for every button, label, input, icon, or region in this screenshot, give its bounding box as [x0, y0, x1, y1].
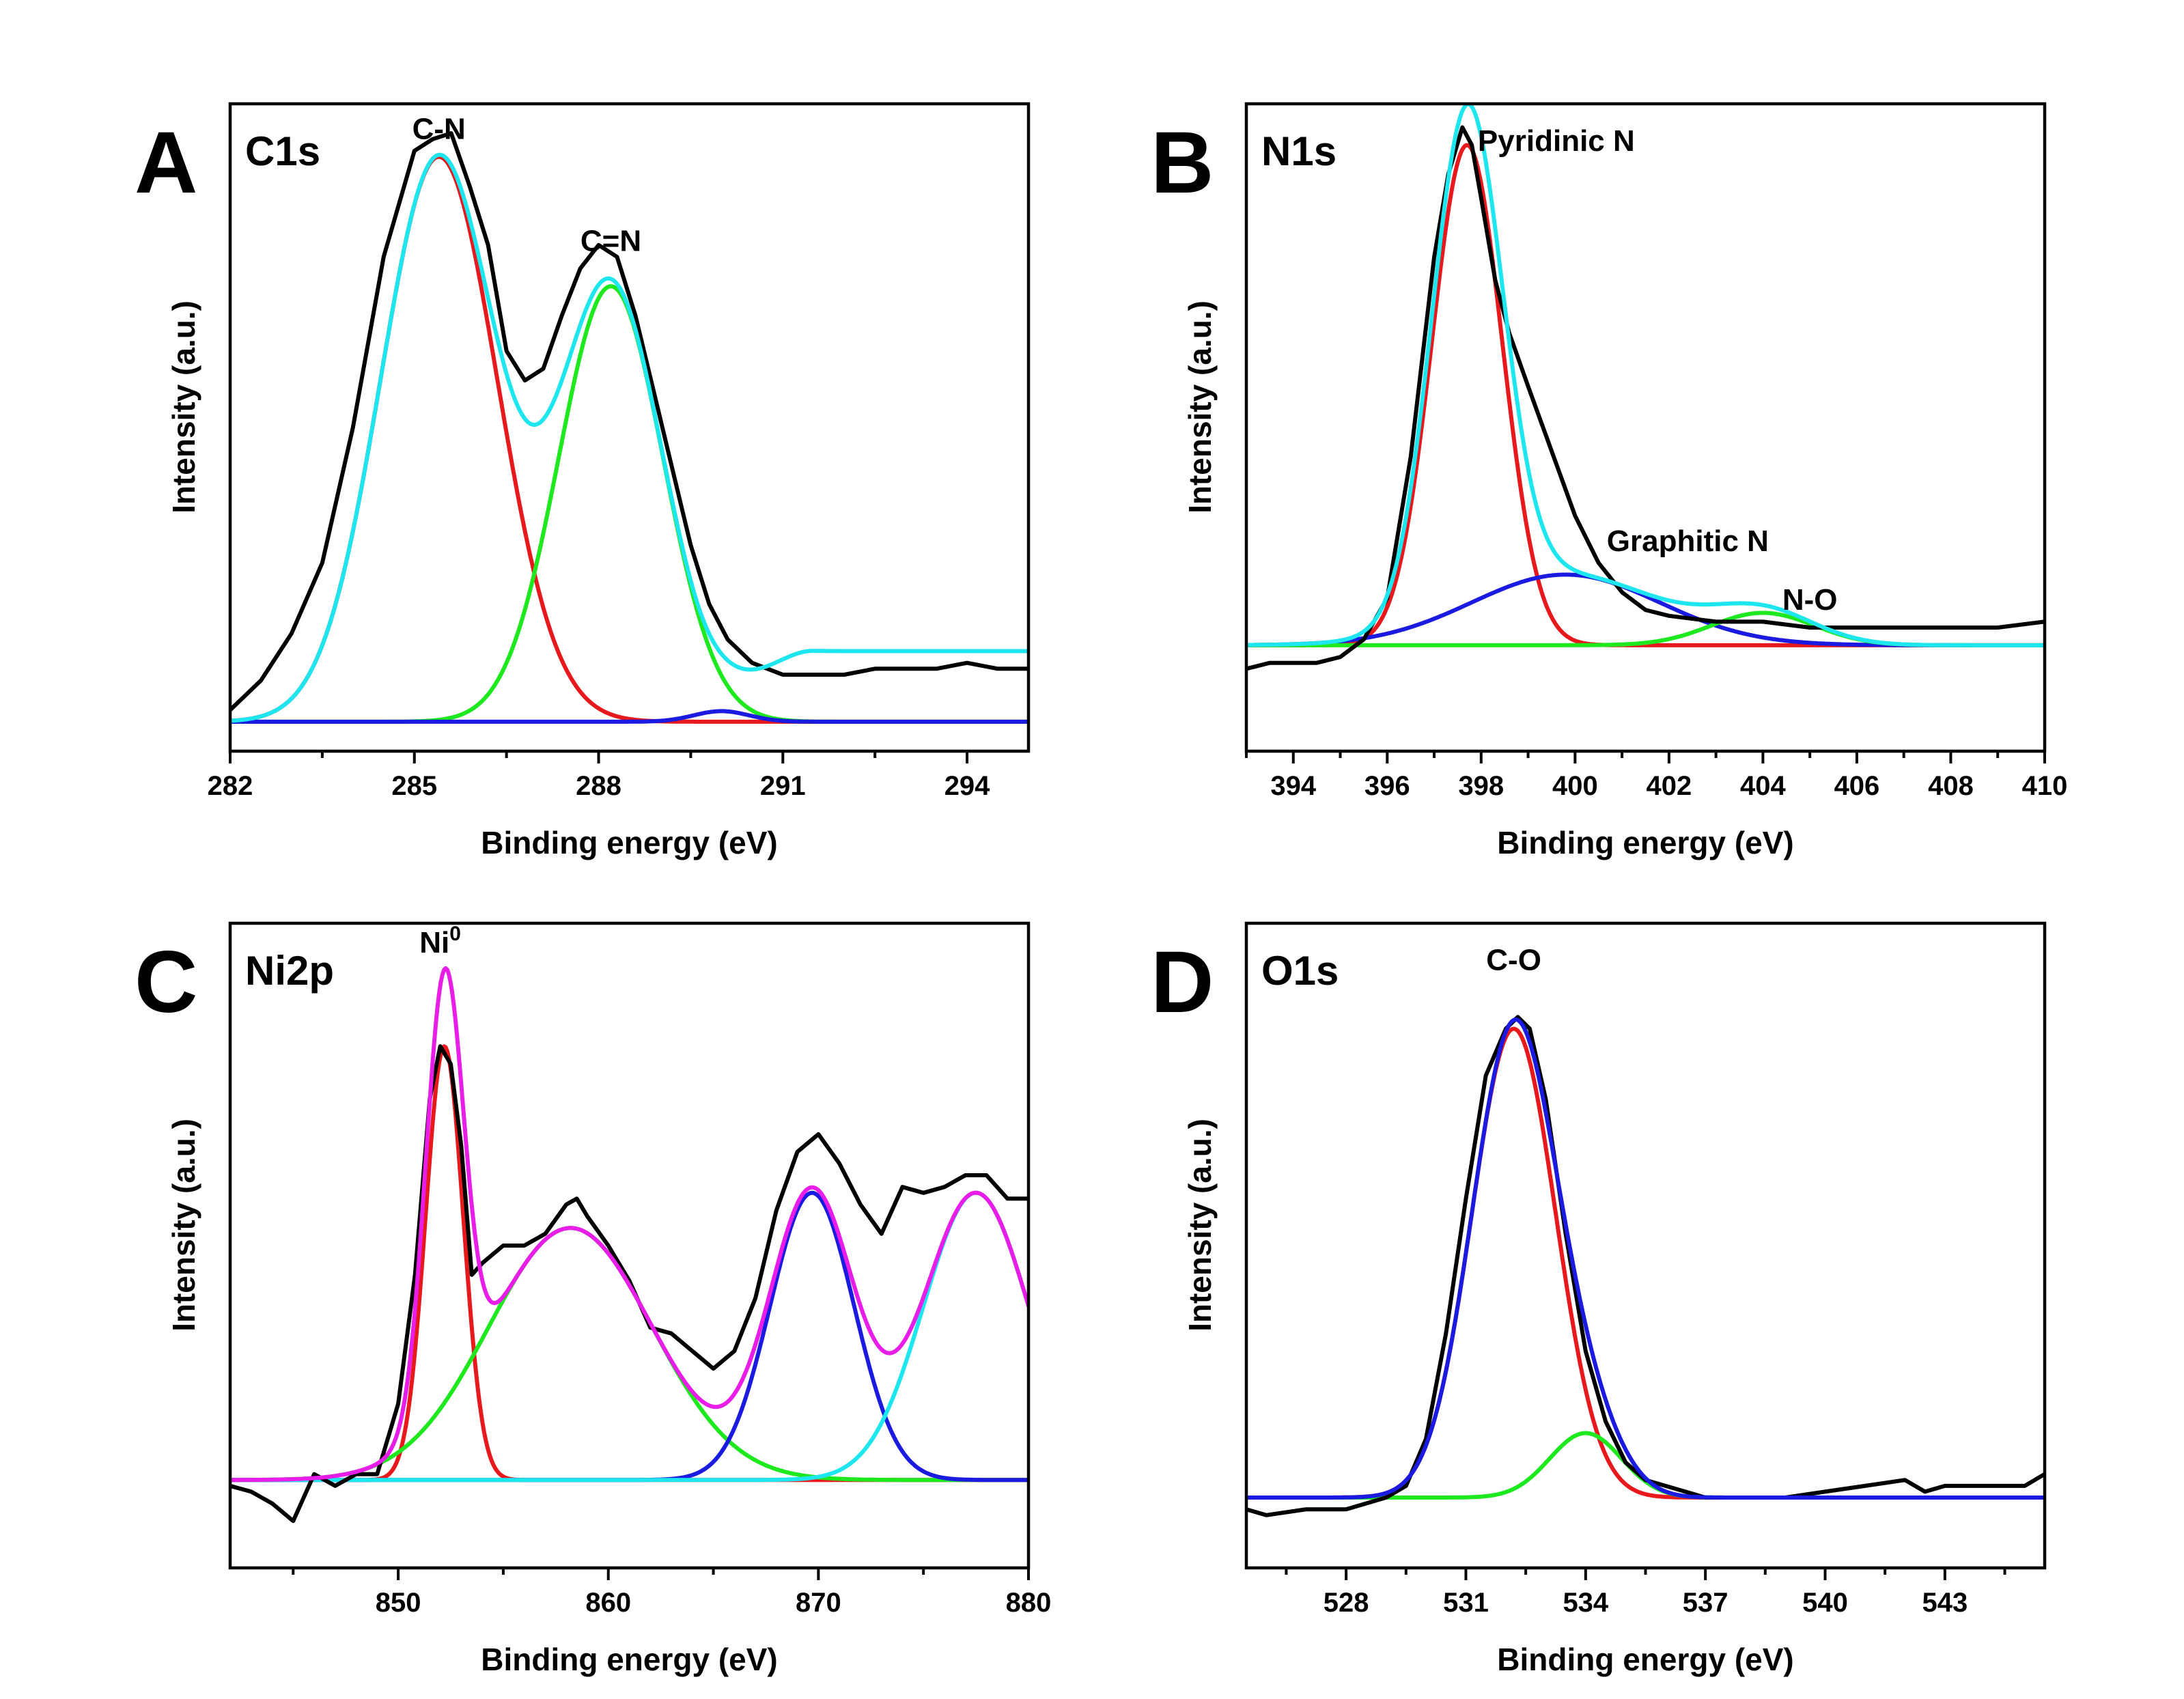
peak-annotation: C-O	[1486, 944, 1541, 977]
panel-d: 528 531 534 537 540 543 Binding energy (eV) Int…	[1151, 921, 2047, 1677]
panel-letter: C	[135, 933, 197, 1031]
x-tick-label: 880	[1006, 1588, 1052, 1618]
x-tick-label: 408	[1928, 771, 1974, 801]
x-tick-label: 540	[1802, 1588, 1848, 1618]
fit-envelope-curve	[230, 966, 1028, 1483]
panel-title: Ni2p	[245, 948, 334, 994]
x-tick-label: 294	[944, 771, 990, 801]
y-axis-label: Intensity (a.u.)	[1182, 300, 1218, 514]
x-tick-label: 402	[1647, 771, 1692, 801]
x-tick-label: 398	[1458, 771, 1504, 801]
plot-frame	[1244, 921, 2047, 1570]
raw-data-curve	[1246, 1015, 2045, 1517]
x-tick-label: 860	[585, 1588, 631, 1618]
component-curve	[1246, 1026, 2045, 1500]
component-curve	[230, 1044, 1028, 1483]
x-tick-label: 394	[1270, 771, 1316, 801]
x-tick-label: 531	[1443, 1588, 1489, 1618]
peak-annotation: N-O	[1782, 583, 1838, 617]
peak-annotation: C=N	[580, 224, 641, 257]
x-tick-label: 285	[391, 771, 437, 801]
y-axis-label: Intensity (a.u.)	[1182, 1119, 1218, 1332]
x-tick-label: 400	[1552, 771, 1598, 801]
peak-annotation: Graphitic N	[1607, 524, 1769, 558]
panel-letter: A	[135, 114, 197, 212]
x-axis-label: Binding energy (eV)	[1497, 825, 1793, 860]
component-curve	[230, 709, 1028, 724]
x-tick-label: 870	[796, 1588, 841, 1618]
peak-annotation: Ni0	[419, 923, 461, 959]
fit-envelope-curve	[1246, 104, 2045, 647]
curves	[1246, 104, 2045, 671]
x-tick-label: 288	[576, 771, 621, 801]
panel-letter: D	[1151, 933, 1214, 1031]
x-tick-label: 534	[1563, 1588, 1608, 1618]
y-axis-label: Intensity (a.u.)	[166, 1119, 201, 1332]
x-tick-label: 406	[1834, 771, 1880, 801]
component-curve	[230, 1190, 1028, 1483]
curves	[1246, 1015, 2045, 1517]
raw-data-curve	[1246, 125, 2045, 671]
x-axis-label: Binding energy (eV)	[481, 1642, 777, 1677]
y-axis-label: Intensity (a.u.)	[166, 300, 201, 514]
plot-frame	[228, 102, 1031, 753]
raw-data-curve	[230, 1044, 1028, 1524]
fit-envelope-curve	[1246, 1017, 2045, 1500]
x-tick-label: 291	[760, 771, 806, 801]
annotation-superscript: 0	[449, 923, 461, 945]
panel-b: 394 396 398 400 402 404 406 408 410 Binding energ…	[1151, 102, 2068, 860]
plot-frame	[228, 921, 1031, 1570]
x-axis-label: Binding energy (eV)	[1497, 1642, 1793, 1677]
x-tick-label: 282	[208, 771, 253, 801]
plot-frame	[1244, 102, 2047, 753]
component-curve	[1246, 143, 2045, 647]
x-tick-label: 528	[1324, 1588, 1369, 1618]
x-tick-label: 410	[2022, 771, 2068, 801]
panel-a: 282 285 288 291 294 Binding energy (eV) Intens…	[135, 102, 1031, 860]
x-axis-label: Binding energy (eV)	[481, 825, 777, 860]
fit-envelope-curve	[230, 152, 1028, 723]
panel-title: N1s	[1261, 128, 1336, 174]
x-tick-label: 537	[1683, 1588, 1728, 1618]
curves	[230, 131, 1028, 724]
raw-data-curve	[230, 131, 1028, 712]
panel-title: O1s	[1261, 948, 1339, 994]
panel-title: C1s	[245, 128, 320, 174]
component-curve	[1246, 1431, 2045, 1500]
panel-letter: B	[1151, 114, 1214, 212]
panel-c: 850 860 870 880 Binding energy (eV) Intensity…	[135, 921, 1052, 1677]
component-curve	[230, 284, 1028, 724]
x-tick-label: 543	[1922, 1588, 1968, 1618]
peak-annotation: Pyridinic N	[1478, 124, 1635, 158]
curves	[230, 966, 1028, 1524]
x-tick-label: 404	[1740, 771, 1786, 801]
x-tick-label: 850	[376, 1588, 421, 1618]
x-tick-label: 396	[1364, 771, 1410, 801]
peak-annotation: C-N	[412, 113, 466, 146]
